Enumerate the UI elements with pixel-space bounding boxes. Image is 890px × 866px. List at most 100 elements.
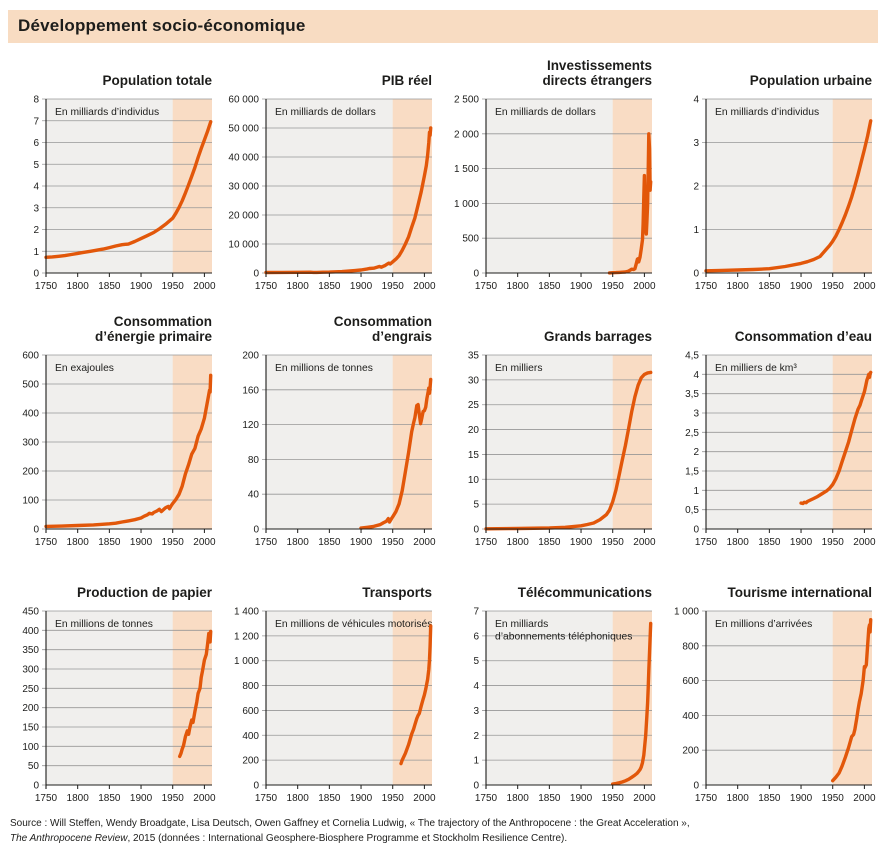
x-tick-label: 1850 xyxy=(98,793,121,804)
y-tick-label: 2,5 xyxy=(685,428,699,439)
y-tick-label: 500 xyxy=(22,380,39,391)
y-tick-label: 400 xyxy=(22,409,39,420)
y-tick-label: 800 xyxy=(682,641,699,652)
chart-population-totale: Population totale 0 1 2 3 4 5 6 7 8 En milliards d… xyxy=(8,55,218,299)
x-tick-label: 1800 xyxy=(287,793,310,804)
y-tick-label: 600 xyxy=(22,351,39,362)
chart-title: Population urbaine xyxy=(749,73,872,89)
chart-plot: 0 50 100 150 200 250 300 350 400 450 En millions d… xyxy=(22,607,216,805)
x-tick-label: 2000 xyxy=(193,793,216,804)
x-tick-label: 1900 xyxy=(790,537,813,548)
x-tick-label: 1950 xyxy=(162,793,185,804)
chart-consommation-energie-primaire: Consommation d’énergie primaire 0 100 200 30… xyxy=(8,311,218,555)
acceleration-highlight-band xyxy=(392,611,432,785)
x-tick-label: 1900 xyxy=(130,281,153,292)
y-tick-label: 40 xyxy=(248,490,260,501)
y-tick-label: 800 xyxy=(242,681,259,692)
unit-label: En millions d’arrivées xyxy=(715,619,812,630)
y-tick-label: 1 xyxy=(693,225,699,236)
chart-tourisme-international: Tourisme international 0 200 400 600 800 1 000… xyxy=(668,567,878,811)
y-tick-label: 1 000 xyxy=(674,607,699,618)
x-tick-label: 1950 xyxy=(602,281,625,292)
chart-title: Transports xyxy=(362,585,432,601)
x-tick-label: 1800 xyxy=(67,793,90,804)
unit-label: En millions de tonnes xyxy=(55,619,153,630)
source-line-2-rest: , 2015 (données : International Geospher… xyxy=(127,832,568,844)
chart-plot: 0 500 1 000 1 500 2 000 2 500 En milliards de … xyxy=(454,95,656,293)
y-tick-label: 30 xyxy=(468,375,480,386)
x-tick-label: 1750 xyxy=(255,281,278,292)
x-tick-label: 1850 xyxy=(98,537,121,548)
y-tick-label: 4 xyxy=(473,681,479,692)
y-tick-label: 50 xyxy=(28,761,40,772)
x-tick-label: 1950 xyxy=(822,793,845,804)
y-tick-label: 4 xyxy=(693,370,699,381)
y-tick-label: 1 xyxy=(473,756,479,767)
y-tick-label: 1 500 xyxy=(454,164,479,175)
y-tick-label: 100 xyxy=(22,742,39,753)
data-line xyxy=(44,120,213,259)
chart-plot: 0 1 2 3 4 5 6 7 8 En milliards d’individus 1750 180… xyxy=(33,95,216,293)
y-tick-label: 2 xyxy=(693,182,699,193)
x-tick-label: 1800 xyxy=(67,281,90,292)
unit-label: En millions de tonnes xyxy=(275,363,373,374)
x-tick-label: 1850 xyxy=(318,281,341,292)
x-tick-label: 2000 xyxy=(853,281,876,292)
x-tick-label: 1900 xyxy=(130,537,153,548)
x-tick-label: 1750 xyxy=(35,793,58,804)
chart-consommation-eau: Consommation d’eau 0 0,5 1 1,5 2 2,5 3 3,5 4 4,5 En… xyxy=(668,311,878,555)
source-note: Source : Will Steffen, Wendy Broadgate, … xyxy=(0,811,890,846)
data-line xyxy=(399,624,433,766)
y-tick-label: 200 xyxy=(22,703,39,714)
x-tick-label: 1900 xyxy=(570,281,593,292)
x-tick-label: 2000 xyxy=(413,281,436,292)
y-tick-label: 2 000 xyxy=(454,129,479,140)
chart-plot: 0 5 10 15 20 25 30 35 En milliers 1750 1800 1850 190… xyxy=(468,351,656,549)
chart-plot: 0 200 400 600 800 1 000 1 200 1 400 En millions … xyxy=(234,607,436,805)
unit-label: En milliers de km³ xyxy=(715,363,797,374)
x-tick-label: 1800 xyxy=(727,281,750,292)
x-tick-label: 1900 xyxy=(350,537,373,548)
y-tick-label: 4 xyxy=(33,182,39,193)
chart-population-urbaine: Population urbaine 0 1 2 3 4 En milliards d’in… xyxy=(668,55,878,299)
chart-production-papier: Production de papier 0 50 100 150 200 250 300 35… xyxy=(8,567,218,811)
y-tick-label: 200 xyxy=(682,746,699,757)
y-tick-label: 0 xyxy=(33,525,39,536)
chart-title: Investissements directs étrangers xyxy=(542,58,652,89)
x-tick-label: 1950 xyxy=(602,793,625,804)
chart-telecommunications: Télécommunications 0 1 2 3 4 5 6 7 En milliards d’… xyxy=(448,567,658,811)
data-line xyxy=(359,377,433,530)
x-tick-label: 1800 xyxy=(287,281,310,292)
chart-title: Consommation d’engrais xyxy=(333,314,432,345)
data-line xyxy=(704,119,873,273)
acceleration-highlight-band xyxy=(612,355,652,529)
y-tick-label: 10 xyxy=(468,475,480,486)
unit-label: En milliards de dollars xyxy=(275,107,376,118)
source-line-2: The Anthropocene Review, 2015 (données :… xyxy=(10,832,890,847)
x-tick-label: 1850 xyxy=(318,537,341,548)
x-tick-label: 1750 xyxy=(255,793,278,804)
y-tick-label: 50 000 xyxy=(228,124,259,135)
source-line-1: Source : Will Steffen, Wendy Broadgate, … xyxy=(10,818,690,829)
y-tick-label: 160 xyxy=(242,385,259,396)
y-tick-label: 200 xyxy=(242,756,259,767)
x-tick-label: 1800 xyxy=(507,793,530,804)
y-tick-label: 350 xyxy=(22,645,39,656)
x-tick-label: 1950 xyxy=(382,537,405,548)
x-tick-label: 1800 xyxy=(507,281,530,292)
x-tick-label: 1900 xyxy=(350,793,373,804)
x-tick-label: 2000 xyxy=(633,537,656,548)
unit-label: En milliards de dollars xyxy=(495,107,596,118)
y-tick-label: 2 xyxy=(33,225,39,236)
y-tick-label: 60 000 xyxy=(228,95,259,106)
y-tick-label: 20 000 xyxy=(228,211,259,222)
y-tick-label: 0 xyxy=(473,525,479,536)
y-tick-label: 2 500 xyxy=(454,95,479,106)
data-line xyxy=(178,629,213,759)
y-tick-label: 300 xyxy=(22,438,39,449)
y-tick-label: 5 xyxy=(473,656,479,667)
y-tick-label: 0 xyxy=(253,525,259,536)
y-tick-label: 7 xyxy=(473,607,479,618)
y-tick-label: 6 xyxy=(33,138,39,149)
y-tick-label: 0 xyxy=(693,525,699,536)
